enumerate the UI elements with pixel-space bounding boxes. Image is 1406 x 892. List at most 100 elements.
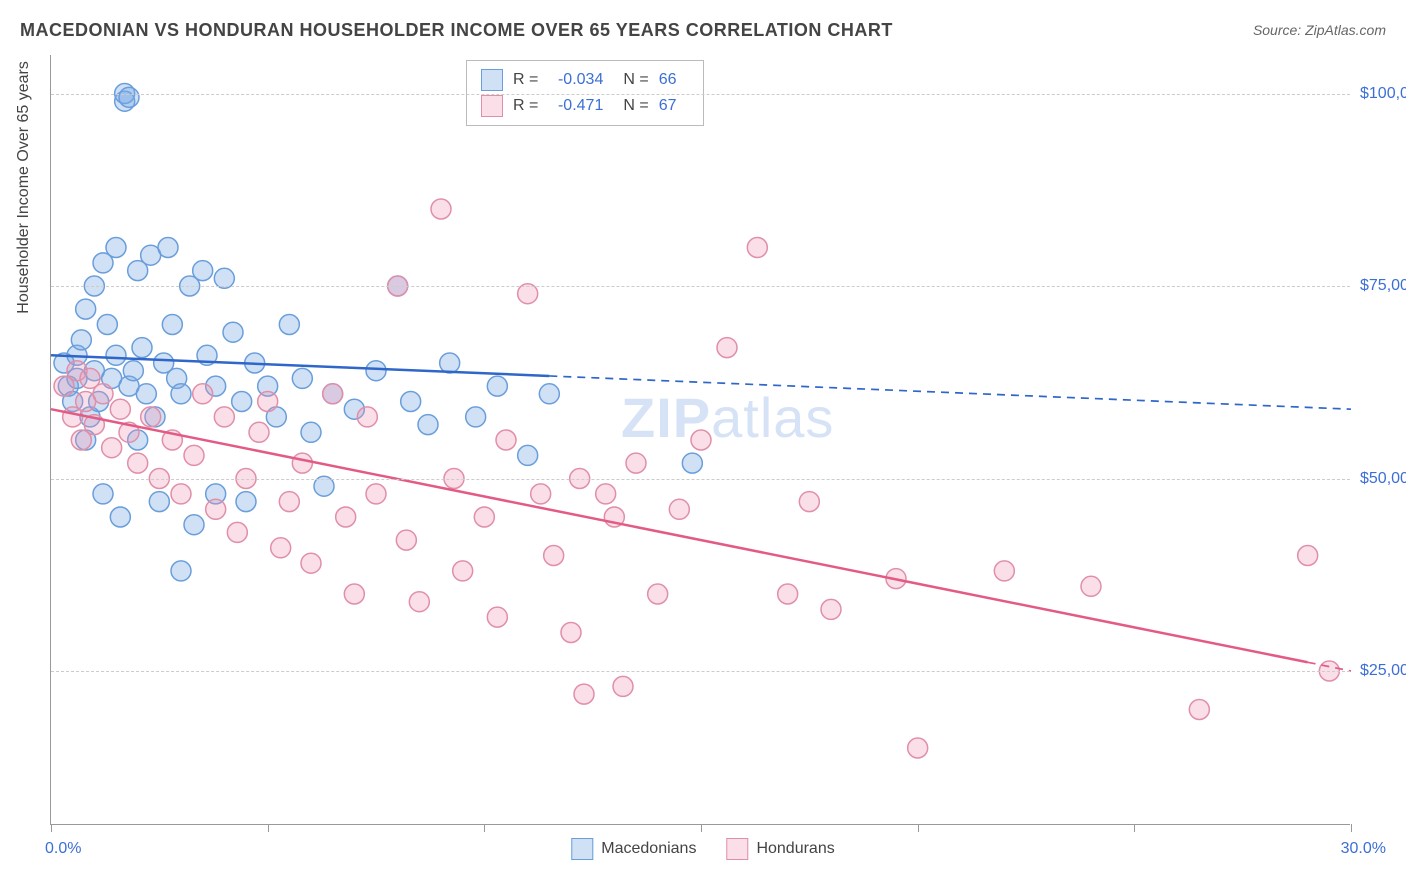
scatter-point bbox=[366, 361, 386, 381]
scatter-point bbox=[539, 384, 559, 404]
x-tick bbox=[701, 824, 702, 832]
scatter-point bbox=[496, 430, 516, 450]
scatter-point bbox=[193, 384, 213, 404]
stats-n-value: 66 bbox=[659, 67, 689, 93]
scatter-point bbox=[149, 492, 169, 512]
scatter-point bbox=[141, 407, 161, 427]
chart-source: Source: ZipAtlas.com bbox=[1253, 22, 1386, 38]
scatter-point bbox=[682, 453, 702, 473]
scatter-point bbox=[613, 676, 633, 696]
legend-item-1: Macedonians bbox=[571, 838, 696, 860]
scatter-point bbox=[106, 238, 126, 258]
scatter-point bbox=[223, 322, 243, 342]
scatter-point bbox=[1189, 700, 1209, 720]
scatter-point bbox=[162, 315, 182, 335]
scatter-point bbox=[994, 561, 1014, 581]
scatter-point bbox=[747, 238, 767, 258]
gridline bbox=[51, 671, 1350, 672]
scatter-point bbox=[366, 484, 386, 504]
scatter-point bbox=[596, 484, 616, 504]
x-tick bbox=[1351, 824, 1352, 832]
scatter-point bbox=[440, 353, 460, 373]
legend-label-2: Hondurans bbox=[756, 840, 834, 858]
scatter-point bbox=[193, 261, 213, 281]
scatter-point bbox=[1298, 546, 1318, 566]
scatter-point bbox=[531, 484, 551, 504]
scatter-point bbox=[214, 407, 234, 427]
gridline bbox=[51, 94, 1350, 95]
scatter-point bbox=[518, 445, 538, 465]
scatter-point bbox=[292, 368, 312, 388]
scatter-point bbox=[669, 499, 689, 519]
y-tick-label: $25,000 bbox=[1360, 662, 1406, 680]
scatter-point bbox=[799, 492, 819, 512]
scatter-point bbox=[249, 422, 269, 442]
scatter-point bbox=[136, 384, 156, 404]
scatter-point bbox=[344, 584, 364, 604]
scatter-point bbox=[128, 453, 148, 473]
scatter-point bbox=[544, 546, 564, 566]
scatter-point bbox=[691, 430, 711, 450]
scatter-point bbox=[474, 507, 494, 527]
scatter-point bbox=[106, 345, 126, 365]
stats-r-value: -0.471 bbox=[548, 93, 603, 119]
scatter-point bbox=[301, 553, 321, 573]
x-tick bbox=[268, 824, 269, 832]
stats-n-value: 67 bbox=[659, 93, 689, 119]
scatter-point bbox=[236, 492, 256, 512]
x-tick bbox=[51, 824, 52, 832]
scatter-point bbox=[279, 315, 299, 335]
scatter-point bbox=[292, 453, 312, 473]
y-tick-label: $50,000 bbox=[1360, 470, 1406, 488]
stats-n-label: N = bbox=[623, 67, 648, 93]
chart-header: MACEDONIAN VS HONDURAN HOUSEHOLDER INCOM… bbox=[0, 0, 1406, 50]
scatter-point bbox=[279, 492, 299, 512]
legend-swatch-1 bbox=[571, 838, 593, 860]
stats-row: R = -0.471 N = 67 bbox=[481, 93, 689, 119]
stats-r-value: -0.034 bbox=[548, 67, 603, 93]
scatter-point bbox=[123, 361, 143, 381]
stats-swatch bbox=[481, 95, 503, 117]
scatter-point bbox=[409, 592, 429, 612]
chart-title: MACEDONIAN VS HONDURAN HOUSEHOLDER INCOM… bbox=[20, 20, 893, 41]
scatter-point bbox=[323, 384, 343, 404]
scatter-point bbox=[466, 407, 486, 427]
scatter-point bbox=[487, 376, 507, 396]
stats-n-label: N = bbox=[623, 93, 648, 119]
gridline bbox=[51, 286, 1350, 287]
scatter-point bbox=[258, 392, 278, 412]
scatter-point bbox=[119, 87, 139, 107]
scatter-point bbox=[184, 445, 204, 465]
x-tick bbox=[484, 824, 485, 832]
y-tick-label: $100,000 bbox=[1360, 85, 1406, 103]
stats-r-label: R = bbox=[513, 93, 538, 119]
scatter-point bbox=[171, 484, 191, 504]
y-axis-label: Householder Income Over 65 years bbox=[15, 61, 33, 314]
scatter-point bbox=[561, 623, 581, 643]
scatter-point bbox=[401, 392, 421, 412]
scatter-point bbox=[626, 453, 646, 473]
legend-item-2: Hondurans bbox=[726, 838, 834, 860]
scatter-point bbox=[171, 561, 191, 581]
scatter-point bbox=[71, 330, 91, 350]
x-tick bbox=[918, 824, 919, 832]
scatter-point bbox=[821, 599, 841, 619]
scatter-point bbox=[171, 384, 191, 404]
scatter-point bbox=[110, 399, 130, 419]
scatter-point bbox=[908, 738, 928, 758]
scatter-point bbox=[227, 522, 247, 542]
x-min-label: 0.0% bbox=[45, 840, 81, 858]
scatter-point bbox=[418, 415, 438, 435]
scatter-point bbox=[396, 530, 416, 550]
scatter-point bbox=[110, 507, 130, 527]
legend-swatch-2 bbox=[726, 838, 748, 860]
stats-swatch bbox=[481, 69, 503, 91]
x-max-label: 30.0% bbox=[1341, 840, 1386, 858]
scatter-point bbox=[301, 422, 321, 442]
scatter-point bbox=[184, 515, 204, 535]
scatter-point bbox=[97, 315, 117, 335]
chart-svg bbox=[51, 55, 1350, 824]
stats-r-label: R = bbox=[513, 67, 538, 93]
plot-area: ZIPatlas R =-0.034N =66R =-0.471N =67 $2… bbox=[50, 55, 1350, 825]
scatter-point bbox=[93, 484, 113, 504]
